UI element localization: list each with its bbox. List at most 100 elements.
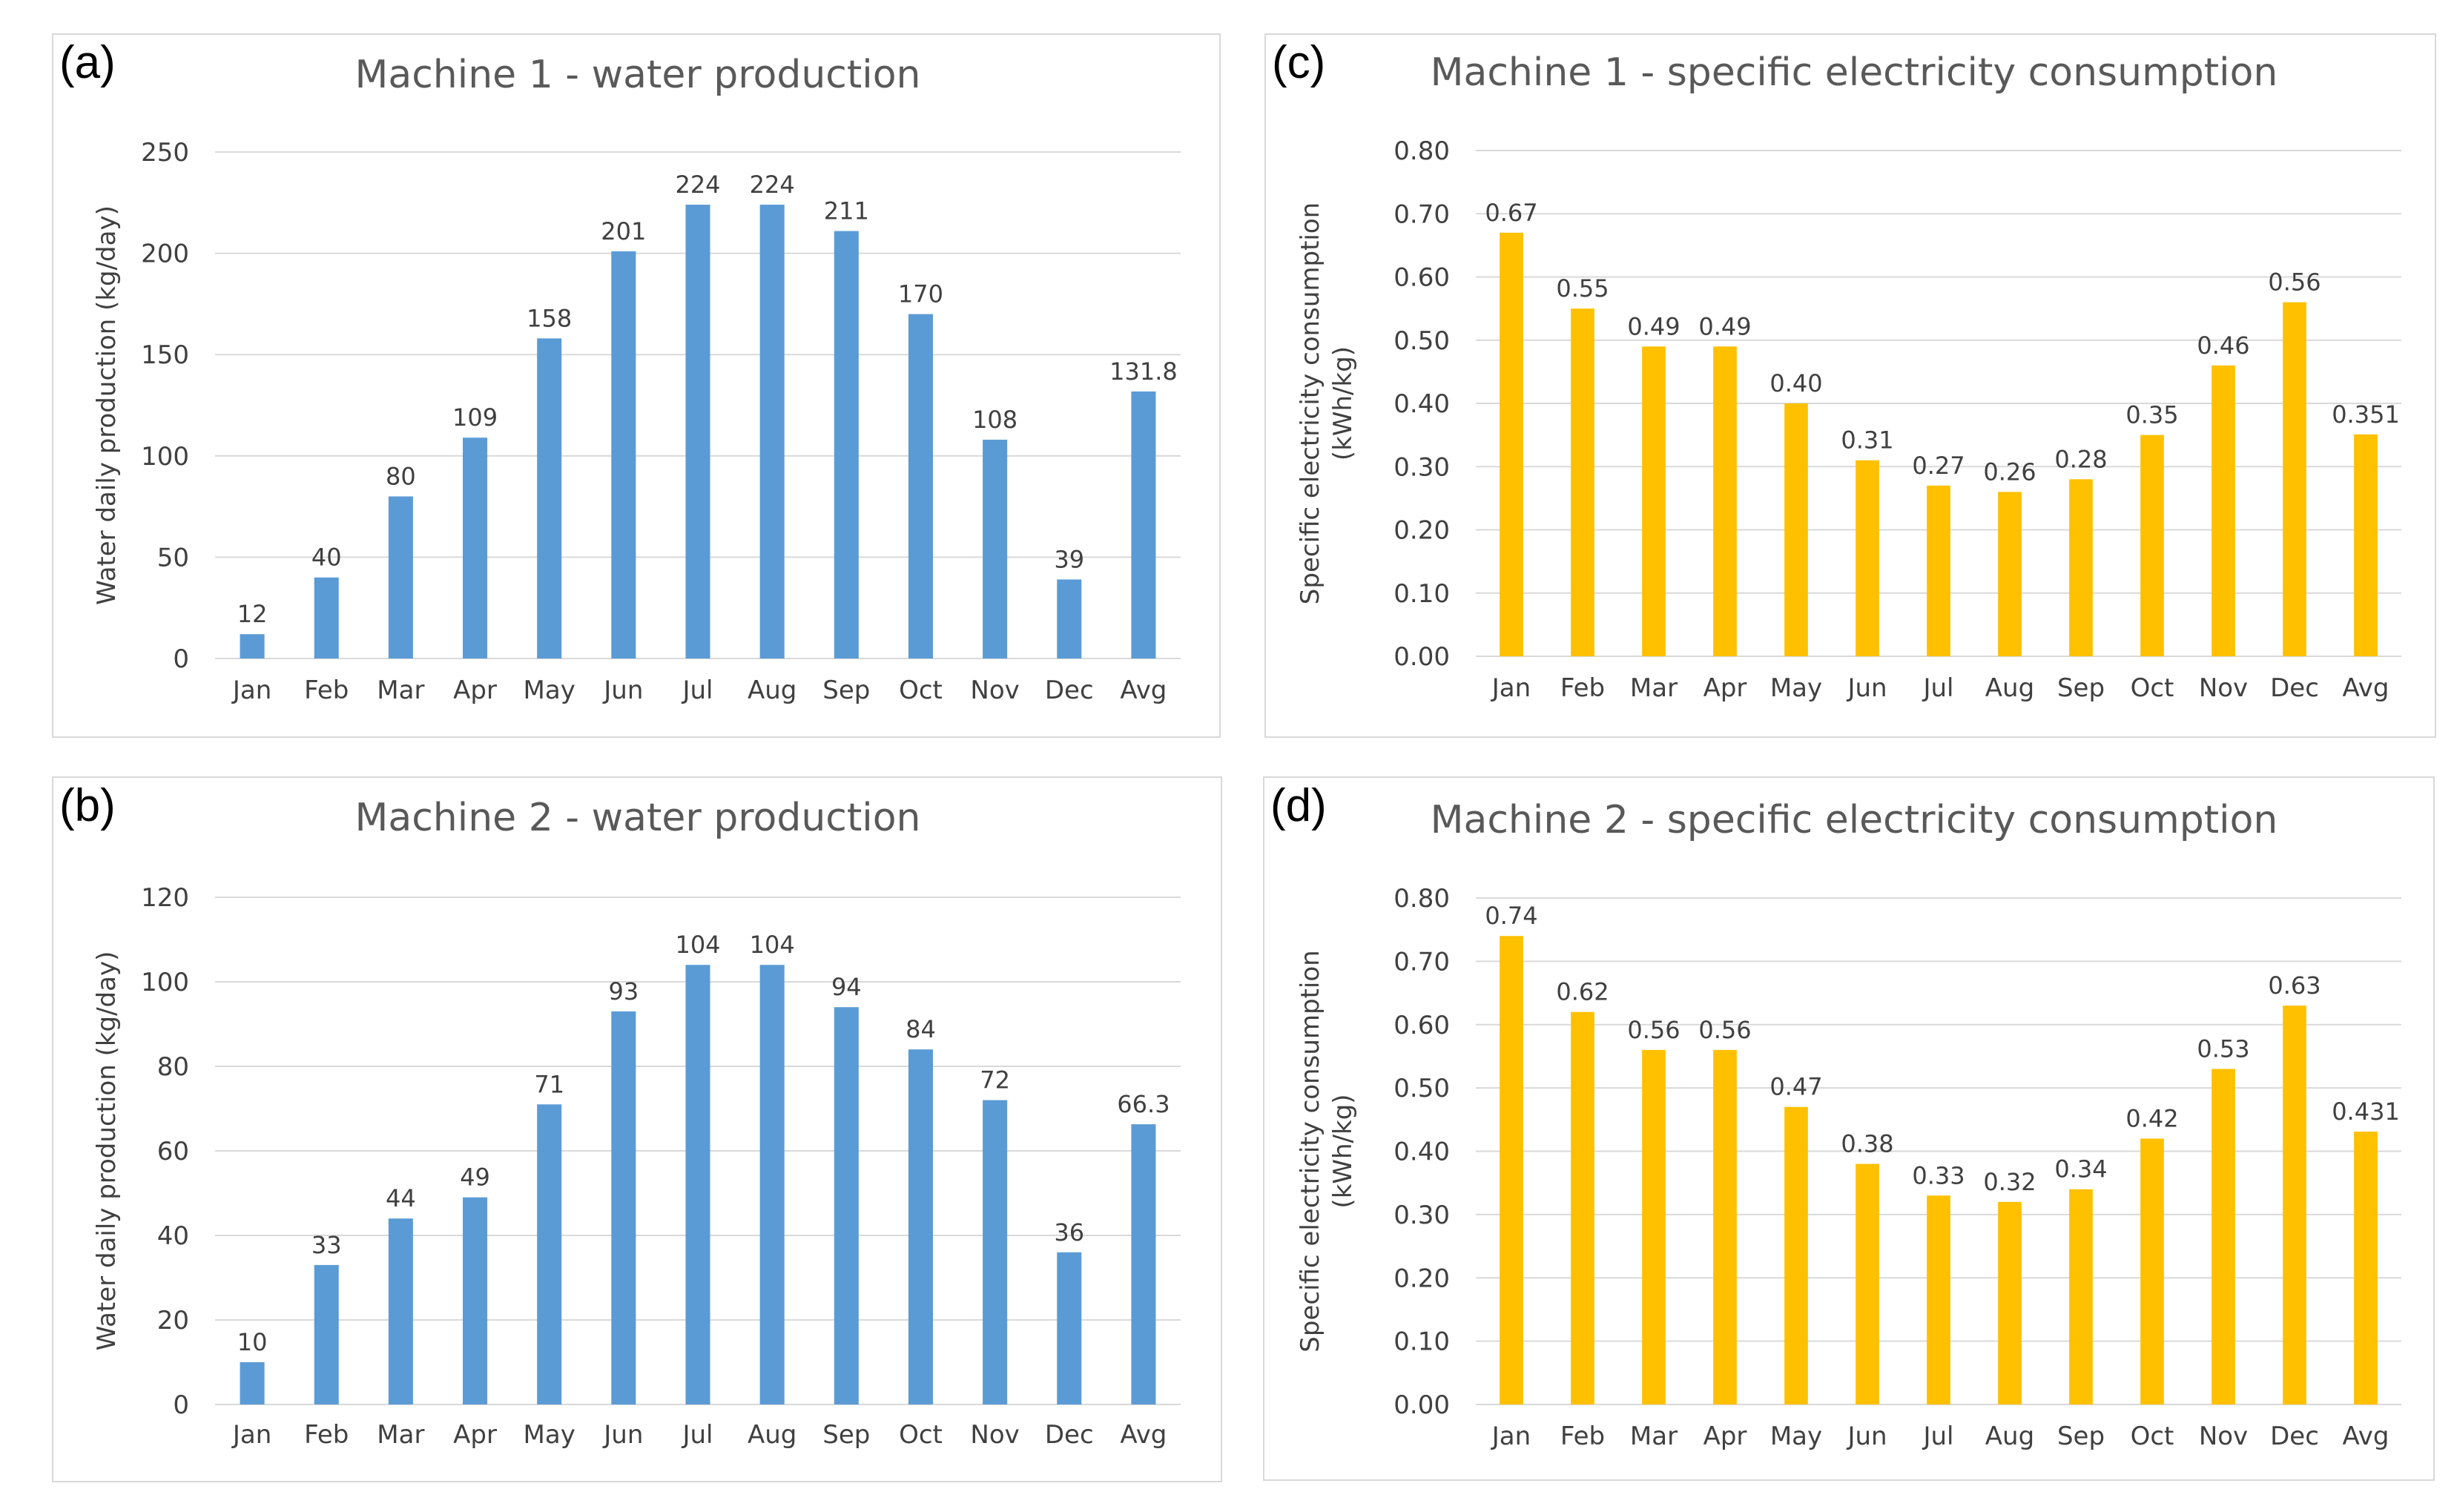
data-label: 0.67 — [1485, 199, 1537, 227]
data-label: 40 — [311, 544, 342, 572]
data-label: 0.56 — [1627, 1016, 1680, 1044]
bar — [388, 1218, 413, 1404]
data-label: 0.46 — [2197, 331, 2249, 360]
bar — [240, 634, 265, 658]
panel-label: (a) — [59, 37, 116, 88]
y-axis-label: (kWh/kg) — [1328, 1094, 1358, 1208]
bar — [834, 231, 859, 659]
x-tick-label: Sep — [2057, 673, 2105, 703]
bar — [2283, 302, 2306, 656]
data-label: 93 — [608, 977, 639, 1006]
x-tick-label: Aug — [748, 676, 796, 705]
panel-label: (d) — [1270, 780, 1327, 831]
data-label: 84 — [906, 1015, 936, 1043]
x-tick-label: Mar — [377, 1420, 424, 1450]
x-tick-label: Jan — [231, 676, 271, 705]
x-tick-label: Dec — [2270, 1422, 2319, 1451]
data-label: 0.55 — [1556, 274, 1609, 303]
data-label: 0.38 — [1841, 1130, 1893, 1158]
y-tick-label: 0.20 — [1393, 516, 1450, 546]
y-tick-label: 0.10 — [1393, 579, 1450, 609]
bar — [2354, 1132, 2378, 1404]
bar — [537, 338, 562, 658]
x-tick-label: May — [524, 1420, 575, 1450]
bar — [1713, 1049, 1737, 1404]
data-label: 0.351 — [2332, 400, 2400, 429]
data-label: 0.49 — [1698, 312, 1751, 340]
bar — [1927, 1195, 1950, 1404]
data-label: 0.47 — [1769, 1073, 1822, 1101]
x-tick-label: Jul — [681, 676, 713, 705]
x-tick-label: Jun — [602, 1420, 643, 1450]
y-tick-label: 100 — [141, 968, 189, 997]
bar — [908, 1049, 933, 1404]
y-tick-label: 0.40 — [1393, 389, 1450, 419]
bar — [2211, 365, 2235, 656]
x-tick-label: Avg — [2343, 1422, 2389, 1451]
bar — [983, 1100, 1008, 1404]
x-tick-label: Oct — [2131, 673, 2174, 703]
bar — [1998, 1201, 2022, 1404]
x-tick-label: May — [524, 676, 575, 705]
y-axis-label: Specific electricity consumption — [1296, 950, 1325, 1352]
y-tick-label: 0.80 — [1393, 884, 1450, 914]
bar — [388, 496, 413, 658]
data-label: 0.34 — [2054, 1155, 2107, 1183]
x-tick-label: Aug — [748, 1420, 796, 1450]
y-tick-label: 20 — [157, 1306, 189, 1336]
y-tick-label: 0.80 — [1393, 136, 1450, 166]
bar — [2140, 1138, 2164, 1404]
data-label: 108 — [972, 406, 1017, 434]
x-tick-label: Avg — [1120, 1420, 1167, 1450]
y-tick-label: 0.00 — [1393, 1390, 1450, 1420]
x-tick-label: Avg — [1120, 676, 1167, 705]
bar — [1713, 346, 1737, 656]
x-tick-label: Jul — [681, 1420, 713, 1450]
bar — [2069, 1189, 2093, 1404]
x-tick-label: Apr — [1703, 1422, 1747, 1451]
x-tick-label: Nov — [2199, 673, 2248, 703]
data-label: 66.3 — [1117, 1090, 1170, 1118]
bar — [2283, 1006, 2306, 1404]
panel-label: (c) — [1272, 37, 1326, 88]
bar — [2069, 479, 2093, 656]
bar — [1642, 346, 1666, 656]
x-tick-label: Sep — [822, 676, 870, 705]
y-tick-label: 100 — [141, 442, 189, 472]
y-tick-label: 80 — [157, 1052, 189, 1082]
bar — [2211, 1069, 2235, 1404]
y-tick-label: 0.70 — [1393, 947, 1450, 977]
x-tick-label: Dec — [1045, 676, 1094, 705]
x-tick-label: Aug — [1985, 1422, 2034, 1451]
x-tick-label: Dec — [2270, 673, 2319, 703]
data-label: 72 — [980, 1066, 1010, 1095]
chart-title: Machine 1 - specific electricity consump… — [1431, 50, 2278, 95]
data-label: 39 — [1054, 545, 1084, 573]
bar — [1856, 460, 1879, 656]
chart-title: Machine 2 - specific electricity consump… — [1431, 798, 2278, 842]
bar — [685, 965, 710, 1404]
bar — [463, 1197, 488, 1404]
y-tick-label: 0.30 — [1393, 1201, 1450, 1230]
data-label: 211 — [824, 197, 869, 225]
bar — [1856, 1163, 1879, 1404]
y-tick-label: 0.30 — [1393, 452, 1450, 482]
data-label: 224 — [675, 171, 720, 199]
x-tick-label: Jun — [1846, 673, 1887, 703]
x-tick-label: Mar — [1630, 673, 1678, 703]
x-tick-label: Sep — [822, 1420, 870, 1450]
x-tick-label: Jan — [1491, 673, 1531, 703]
chart-title: Machine 1 - water production — [354, 53, 920, 97]
y-tick-label: 0.10 — [1393, 1327, 1450, 1357]
y-tick-label: 50 — [157, 543, 189, 572]
data-label: 0.56 — [1698, 1016, 1751, 1044]
data-label: 0.62 — [1556, 978, 1609, 1006]
panel-a: (a) — [52, 33, 1221, 738]
x-tick-label: Jun — [602, 676, 643, 705]
bar — [314, 1264, 339, 1404]
panel-label: (b) — [59, 780, 116, 831]
x-tick-label: Sep — [2057, 1422, 2105, 1451]
bar — [1131, 391, 1156, 658]
